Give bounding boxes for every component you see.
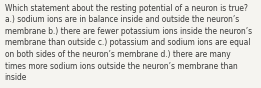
Text: Which statement about the resting potential of a neuron is true?: Which statement about the resting potent… [5, 4, 248, 12]
Text: membrane b.) there are fewer potassium ions inside the neuron’s: membrane b.) there are fewer potassium i… [5, 27, 252, 36]
Text: a.) sodium ions are in balance inside and outside the neuron’s: a.) sodium ions are in balance inside an… [5, 15, 239, 24]
Text: times more sodium ions outside the neuron’s membrane than: times more sodium ions outside the neuro… [5, 62, 238, 71]
Text: on both sides of the neuron’s membrane d.) there are many: on both sides of the neuron’s membrane d… [5, 50, 230, 59]
Text: membrane than outside c.) potassium and sodium ions are equal: membrane than outside c.) potassium and … [5, 38, 250, 47]
Text: inside: inside [5, 73, 27, 82]
